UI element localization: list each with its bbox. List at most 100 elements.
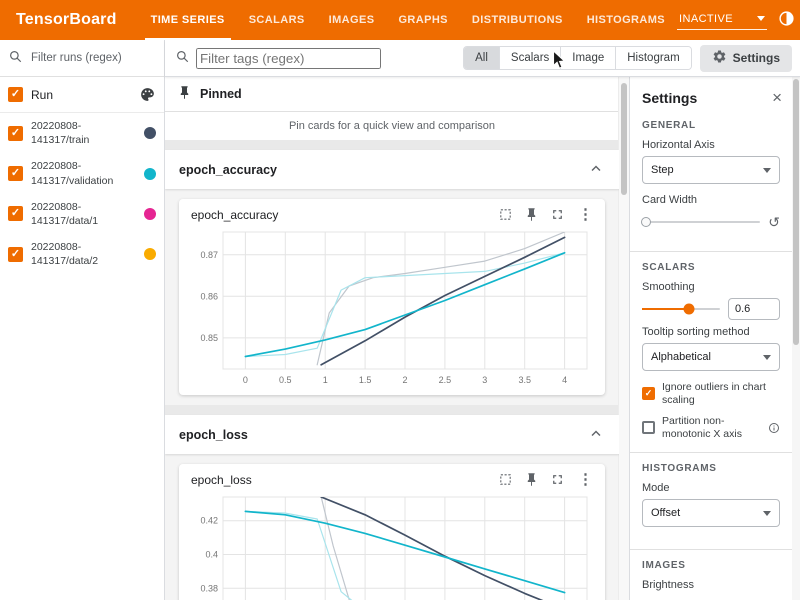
run-row-validation[interactable]: ✓ 20220808-141317/validation: [0, 153, 164, 193]
tooltip-sorting-select[interactable]: Alphabetical: [642, 343, 780, 371]
theme-toggle-button[interactable]: [776, 10, 796, 30]
tab-images[interactable]: IMAGES: [317, 0, 387, 40]
fullscreen-icon[interactable]: [550, 207, 565, 222]
reload-status-value: INACTIVE: [679, 13, 733, 25]
pinned-section: Pinned Pin cards for a quick view and co…: [165, 77, 619, 140]
slider-thumb[interactable]: [641, 217, 651, 227]
svg-text:0.86: 0.86: [200, 291, 218, 301]
section-body: epoch_loss ⋮ 00.511.522.533.54: [165, 454, 619, 600]
reset-icon[interactable]: ↺: [768, 215, 780, 229]
scrollbar-thumb[interactable]: [793, 79, 799, 345]
smoothing-slider[interactable]: [642, 308, 720, 310]
run-checkbox[interactable]: ✓: [8, 126, 23, 141]
divider: [630, 251, 792, 252]
histogram-mode-value: Offset: [651, 507, 680, 519]
ignore-outliers-row[interactable]: ✓ Ignore outliers in chart scaling: [642, 381, 780, 406]
filter-runs-input[interactable]: [29, 51, 156, 65]
more-options-icon[interactable]: ⋮: [576, 207, 595, 222]
section-body: epoch_accuracy ⋮ 00.511.522.53: [165, 189, 619, 405]
check-icon: ✓: [11, 168, 20, 179]
histogram-mode-select[interactable]: Offset: [642, 499, 780, 527]
svg-text:0.87: 0.87: [200, 250, 218, 260]
settings-section-histograms: HISTOGRAMS Mode Offset: [630, 455, 792, 547]
histogram-mode-label: Mode: [642, 482, 780, 494]
svg-text:0: 0: [243, 375, 248, 385]
settings-header: Settings ×: [630, 77, 792, 112]
card-header: epoch_loss ⋮: [187, 468, 597, 489]
settings-section-images: IMAGES Brightness ↺ Contrast: [630, 552, 792, 600]
chart-card-epoch-accuracy: epoch_accuracy ⋮ 00.511.522.53: [179, 199, 605, 395]
pin-card-icon[interactable]: [524, 472, 539, 487]
filter-image-button[interactable]: Image: [560, 47, 615, 69]
run-checkbox[interactable]: ✓: [8, 206, 23, 221]
smoothing-value-input[interactable]: [728, 298, 780, 320]
scrollbar-thumb[interactable]: [621, 83, 627, 195]
select-all-runs-checkbox[interactable]: ✓: [8, 87, 23, 102]
tab-time-series[interactable]: TIME SERIES: [139, 0, 237, 40]
more-options-icon[interactable]: ⋮: [576, 472, 595, 487]
section-header-epoch-loss[interactable]: epoch_loss: [165, 415, 619, 454]
run-color-palette-button[interactable]: [139, 86, 156, 103]
section-title: epoch_accuracy: [179, 163, 277, 177]
tags-toolbar: All Scalars Image Histogram Settings: [165, 40, 800, 77]
run-row-train[interactable]: ✓ 20220808-141317/train: [0, 113, 164, 153]
brightness-slider-row: ↺: [642, 596, 780, 600]
filter-all-button[interactable]: All: [464, 47, 499, 69]
settings-button-label: Settings: [733, 51, 780, 65]
open-settings-button[interactable]: Settings: [700, 45, 792, 72]
tab-scalars[interactable]: SCALARS: [237, 0, 317, 40]
reload-status-dropdown[interactable]: INACTIVE: [677, 11, 767, 30]
chevron-down-icon: [763, 355, 771, 360]
fit-to-data-icon[interactable]: [498, 472, 513, 487]
chevron-up-icon: [587, 159, 605, 180]
brightness-label: Brightness: [642, 579, 780, 591]
slider-thumb[interactable]: [683, 304, 694, 315]
fullscreen-icon[interactable]: [550, 472, 565, 487]
svg-text:0.5: 0.5: [279, 375, 292, 385]
smoothing-label: Smoothing: [642, 281, 780, 293]
section-header-epoch-accuracy[interactable]: epoch_accuracy: [165, 150, 619, 189]
tab-graphs[interactable]: GRAPHS: [386, 0, 459, 40]
section-heading: SCALARS: [642, 262, 780, 273]
run-checkbox[interactable]: ✓: [8, 247, 23, 262]
gear-icon: [712, 49, 727, 67]
partition-x-axis-checkbox[interactable]: [642, 421, 655, 434]
filter-tags-input[interactable]: [196, 48, 381, 69]
check-icon: ✓: [11, 128, 20, 139]
horizontal-axis-select[interactable]: Step: [642, 156, 780, 184]
settings-scrollbar[interactable]: [792, 77, 800, 600]
filter-scalars-button[interactable]: Scalars: [499, 47, 560, 69]
topbar-actions: INACTIVE: [677, 0, 800, 40]
tag-type-filter-group: All Scalars Image Histogram: [463, 46, 692, 70]
run-row-data-1[interactable]: ✓ 20220808-141317/data/1: [0, 194, 164, 234]
run-name: 20220808-141317/validation: [31, 159, 136, 187]
horizontal-axis-label: Horizontal Axis: [642, 139, 780, 151]
tensorboard-app: TensorBoard TIME SERIES SCALARS IMAGES G…: [0, 0, 800, 600]
pin-card-icon[interactable]: [524, 207, 539, 222]
main-scrollbar[interactable]: [618, 77, 629, 600]
run-name: 20220808-141317/data/2: [31, 240, 136, 268]
epoch-accuracy-chart: 00.511.522.533.540.850.860.87: [187, 224, 597, 389]
pinned-empty-text: Pin cards for a quick view and compariso…: [165, 112, 619, 140]
tab-histograms[interactable]: HISTOGRAMS: [575, 0, 677, 40]
cards-scroll-region: Pinned Pin cards for a quick view and co…: [165, 77, 619, 600]
fit-to-data-icon[interactable]: [498, 207, 513, 222]
run-checkbox[interactable]: ✓: [8, 166, 23, 181]
close-icon[interactable]: ×: [772, 89, 782, 106]
ignore-outliers-checkbox[interactable]: ✓: [642, 387, 655, 400]
svg-text:0.42: 0.42: [200, 516, 218, 526]
filter-histogram-button[interactable]: Histogram: [615, 47, 690, 69]
svg-text:0.85: 0.85: [200, 333, 218, 343]
svg-text:3: 3: [482, 375, 487, 385]
slider-fill: [642, 308, 689, 310]
svg-text:2: 2: [402, 375, 407, 385]
run-color-dot: [144, 127, 156, 139]
section-heading: HISTOGRAMS: [642, 463, 780, 474]
partition-x-axis-row[interactable]: Partition non-monotonic X axis: [642, 415, 780, 440]
card-width-slider[interactable]: [642, 221, 760, 223]
right-column: All Scalars Image Histogram Settings: [165, 40, 800, 600]
tab-distributions[interactable]: DISTRIBUTIONS: [460, 0, 575, 40]
section-epoch-accuracy: epoch_accuracy epoch_accuracy: [165, 150, 619, 405]
smoothing-slider-row: [642, 298, 780, 320]
run-row-data-2[interactable]: ✓ 20220808-141317/data/2: [0, 234, 164, 274]
